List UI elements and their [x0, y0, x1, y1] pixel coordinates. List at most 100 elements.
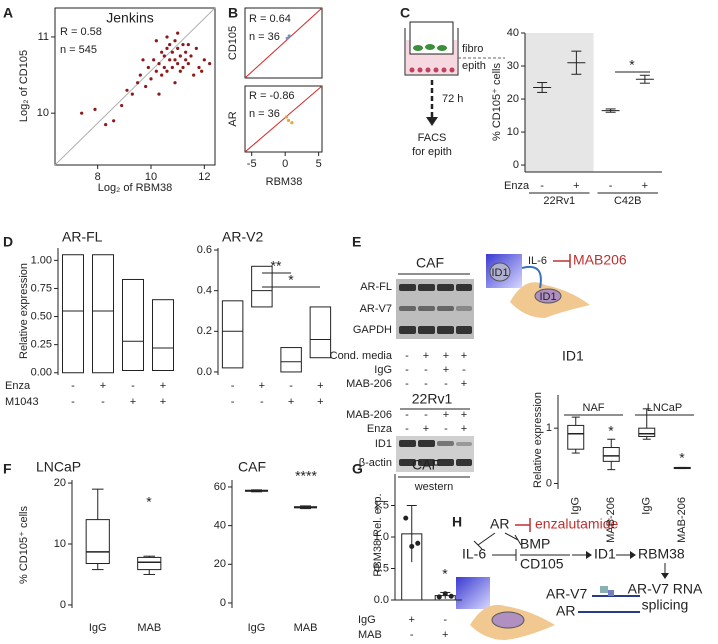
x-tick-label: 10: [145, 171, 157, 183]
condition-label: Cond. media: [330, 350, 393, 362]
point: [448, 593, 454, 599]
point: [176, 62, 180, 66]
nucleus: [491, 611, 525, 629]
sign: +: [100, 380, 106, 392]
y-axis-label: RBM38 Rel. exp.: [372, 493, 384, 576]
charts: Jenkins Log₂ of CD105 Log₂ of RBM38 R = 0.5…: [5, 7, 694, 641]
point: [197, 65, 201, 70]
reference-line: [54, 7, 216, 166]
x-tick-label: IgG: [570, 497, 582, 515]
point: [194, 46, 198, 50]
x-tick-label: MAB-206: [676, 497, 688, 543]
sign: -: [131, 380, 135, 392]
point: [160, 73, 164, 77]
sign: +: [461, 409, 467, 421]
group-label: 22Rv1: [543, 195, 575, 207]
annotation: R = -0.86: [249, 90, 295, 102]
label: MAB206: [573, 252, 627, 268]
range-box: [92, 254, 114, 374]
blot-title: CAF: [416, 255, 444, 271]
point: [165, 46, 169, 50]
sign: +: [442, 629, 448, 641]
sign: +: [461, 423, 467, 435]
sign: +: [288, 396, 294, 408]
x-tick-label: 0: [282, 158, 288, 170]
y-tick-label: 0.6: [197, 244, 212, 256]
y-tick-label: 0.50: [31, 310, 52, 322]
bands: [399, 284, 472, 334]
point: [136, 81, 140, 85]
arrow-head: [586, 551, 592, 559]
point: [125, 88, 129, 92]
culture-diagram: fibro epith 72 h FACS for epith: [404, 21, 505, 158]
point: [290, 121, 294, 125]
y-tick-label: 20: [214, 558, 226, 570]
range-box: [309, 306, 332, 359]
box: [85, 519, 110, 565]
point: [152, 58, 156, 62]
point: [184, 58, 188, 62]
x-tick-label: 12: [198, 171, 210, 183]
sign: -: [424, 378, 428, 390]
point: [284, 115, 289, 119]
sign: +: [573, 180, 579, 192]
sign: -: [410, 629, 414, 641]
box: [567, 424, 585, 450]
sign: +: [642, 180, 648, 192]
y-tick-label: 0.5: [374, 562, 389, 574]
y-tick-label: 0.2: [197, 325, 212, 337]
panel-label: B: [228, 5, 238, 21]
label: AR-V7: [546, 586, 587, 602]
y-tick-label: 10: [507, 126, 519, 138]
point: [285, 36, 289, 41]
y-tick-label: 0: [220, 597, 226, 609]
point: [157, 62, 161, 66]
range-box: [62, 254, 84, 374]
plot-frame: [54, 7, 216, 166]
point: [168, 58, 172, 62]
x-tick-label: MAB: [294, 622, 318, 634]
node: CD105: [520, 556, 564, 572]
point: [186, 62, 190, 66]
spliceosome: [608, 590, 614, 596]
node: AR: [490, 516, 509, 532]
sign: -: [462, 364, 466, 376]
condition-label: Enza: [504, 180, 530, 192]
y-tick-label: 60: [214, 481, 226, 493]
sign: +: [461, 350, 467, 362]
sign: -: [231, 380, 235, 392]
node: splicing: [642, 597, 689, 613]
y-axis-label: Relative expression: [18, 263, 30, 359]
annotation: *: [146, 494, 152, 510]
point: [178, 54, 182, 58]
y-axis-label: % CD105⁺ cells: [491, 63, 503, 141]
sign: +: [160, 380, 166, 392]
sign: +: [443, 350, 449, 362]
reference-line: [244, 7, 323, 79]
range-box: [221, 300, 244, 369]
y-axis-label: Relative expression: [532, 392, 544, 488]
western-blot: CAF AR-FL AR-V7 GAPDH Cond. media - + + +IgG…: [330, 255, 474, 493]
arrow-head: [426, 117, 438, 126]
y-tick-label: 0.75: [31, 282, 52, 294]
chart-title: CAF: [412, 457, 440, 473]
plot-frame: [244, 7, 323, 79]
point: [189, 54, 193, 58]
chart-title: Jenkins: [106, 10, 153, 26]
y-tick-label: 20: [507, 93, 519, 105]
blot-footer: western: [414, 481, 454, 493]
sign: -: [405, 409, 409, 421]
sign: -: [101, 396, 105, 408]
y-tick-label: 0: [513, 159, 519, 171]
point: [202, 58, 206, 62]
box: [638, 427, 656, 437]
point: [165, 35, 169, 39]
bands: [399, 440, 472, 466]
sign: +: [259, 380, 265, 392]
point: [286, 118, 291, 123]
condition-label: Enza: [5, 380, 31, 392]
label: for epith: [412, 146, 452, 158]
y-tick-label: 20: [54, 477, 66, 489]
y-tick-label: 0.0: [197, 366, 212, 378]
